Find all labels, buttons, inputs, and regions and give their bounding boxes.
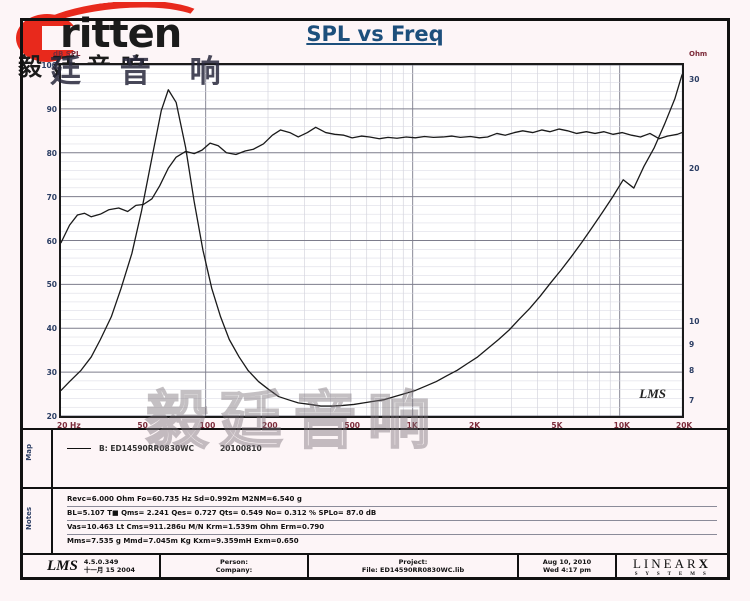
x-axis-tick-label: 20 Hz bbox=[57, 421, 81, 430]
note-line: Mms=7.535 g Mmd=7.045m Kg Kxm=9.359mH Ex… bbox=[67, 537, 299, 545]
map-panel-body: B: ED14590RR0830WC 20100810 bbox=[51, 430, 727, 488]
chart-svg bbox=[61, 65, 682, 416]
y2-axis-tick-label: 7 bbox=[689, 395, 695, 405]
x-axis-tick-label: 20K bbox=[676, 421, 693, 430]
y-axis-unit-label: dB SPL bbox=[53, 50, 81, 58]
project-label: Project: bbox=[398, 558, 428, 566]
notes-side-label: Notes bbox=[25, 507, 33, 530]
note-line: BL=5.107 T■ Qms= 2.241 Qes= 0.727 Qts= 0… bbox=[67, 507, 717, 521]
lms-plot-watermark: LMS bbox=[639, 386, 666, 401]
legend-curve-label: B: ED14590RR0830WC bbox=[99, 444, 194, 453]
legend-date: 20100810 bbox=[219, 444, 262, 453]
y2-axis-tick-label: 9 bbox=[689, 340, 695, 350]
page-title: SPL vs Freq bbox=[306, 22, 444, 46]
y-axis-tick-label: 30 bbox=[46, 368, 57, 378]
footer-app-info: LMS 4.5.0.349 十一月 15 2004 bbox=[23, 555, 161, 577]
y2-axis-tick-label: 30 bbox=[689, 75, 700, 85]
x-axis-tick-label: 1K bbox=[406, 421, 418, 430]
footer-vendor-cell: LINEARX S Y S T E M S bbox=[617, 555, 727, 577]
y-axis-tick-label: 20 bbox=[46, 412, 57, 421]
x-axis-tick-label: 10K bbox=[613, 421, 630, 430]
lms-logo: LMS bbox=[46, 557, 78, 574]
y-axis-tick-label: 80 bbox=[46, 148, 57, 158]
report-time: Wed 4:17 pm bbox=[542, 566, 592, 574]
file-label: File: ED14590RR0830WC.lib bbox=[361, 566, 465, 574]
footer-project-cell[interactable]: Project: File: ED14590RR0830WC.lib bbox=[309, 555, 519, 577]
y-axis-tick-label: 60 bbox=[46, 236, 57, 246]
map-side-label: Map bbox=[25, 444, 33, 461]
y-axis-tick-label: 70 bbox=[46, 192, 57, 202]
notes-panel-body: Revc=6.000 Ohm Fo=60.735 Hz Sd=0.992m M2… bbox=[51, 489, 727, 553]
x-axis-tick-label: 100 bbox=[199, 421, 216, 430]
footer-date-cell: Aug 10, 2010 Wed 4:17 pm bbox=[519, 555, 617, 577]
company-label: Company: bbox=[215, 566, 253, 574]
footer-bar: LMS 4.5.0.349 十一月 15 2004 Person: Compan… bbox=[23, 553, 727, 577]
y2-axis-tick-label: 8 bbox=[689, 366, 695, 376]
note-line: Revc=6.000 Ohm Fo=60.735 Hz Sd=0.992m M2… bbox=[67, 493, 717, 507]
y2-axis-unit-label: Ohm bbox=[689, 50, 708, 58]
y2-axis-tick-label: 20 bbox=[689, 164, 700, 174]
y-axis-tick-label: 90 bbox=[46, 104, 57, 114]
legend-line-swatch bbox=[67, 448, 91, 449]
x-axis-tick-label: 2K bbox=[469, 421, 481, 430]
map-panel: Map B: ED14590RR0830WC 20100810 bbox=[23, 428, 727, 488]
x-axis-tick-label: 5K bbox=[551, 421, 563, 430]
vendor-name: LINEARX bbox=[632, 555, 712, 571]
x-axis-tick-label: 500 bbox=[344, 421, 361, 430]
plot-canvas: LMS bbox=[59, 63, 684, 418]
report-frame bbox=[20, 18, 730, 580]
chart-area: dB SPL Ohm LMS 100 90 80 70 60 50 40 30 20 30 20 1… bbox=[23, 48, 727, 430]
y2-axis-tick-label: 10 bbox=[689, 317, 700, 327]
vendor-subtitle: S Y S T E M S bbox=[634, 571, 710, 577]
note-line: Vas=10.463 Lt Cms=911.286u M/N Krm=1.539… bbox=[67, 521, 717, 535]
notes-panel: Notes Revc=6.000 Ohm Fo=60.735 Hz Sd=0.9… bbox=[23, 487, 727, 553]
logo-e-icon bbox=[16, 14, 86, 62]
y-axis-tick-label: 100 bbox=[41, 61, 57, 70]
person-label: Person: bbox=[220, 558, 248, 566]
x-axis-tick-label: 50 bbox=[137, 421, 148, 430]
chart-legend[interactable]: B: ED14590RR0830WC 20100810 bbox=[67, 444, 262, 453]
x-axis-tick-label: 200 bbox=[262, 421, 278, 430]
footer-person-cell[interactable]: Person: Company: bbox=[161, 555, 309, 577]
y-axis-tick-label: 50 bbox=[46, 280, 57, 290]
report-date: Aug 10, 2010 bbox=[542, 558, 592, 566]
app-version: 4.5.0.349 bbox=[83, 557, 119, 566]
app-build-date: 十一月 15 2004 bbox=[83, 566, 135, 574]
y-axis-tick-label: 40 bbox=[46, 324, 57, 334]
